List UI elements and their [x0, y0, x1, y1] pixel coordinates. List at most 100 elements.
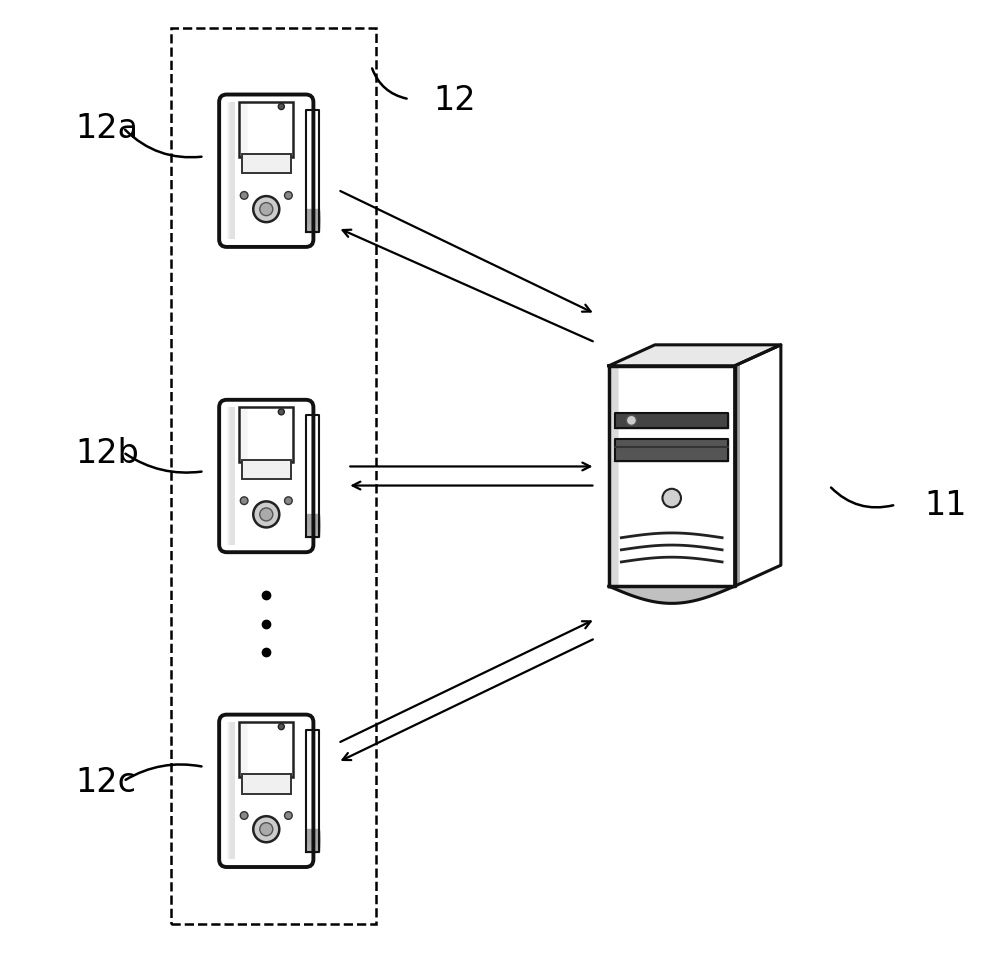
Bar [229, 722, 234, 860]
Polygon shape [243, 103, 246, 158]
Polygon shape [243, 408, 246, 463]
Polygon shape [611, 366, 615, 586]
Polygon shape [736, 365, 739, 586]
Bar [228, 103, 232, 240]
Polygon shape [243, 103, 246, 158]
Polygon shape [735, 365, 738, 586]
Polygon shape [737, 364, 739, 586]
Bar [171, 29, 376, 924]
Polygon shape [242, 722, 245, 778]
Bar [228, 103, 233, 240]
Bar [227, 408, 232, 545]
Circle shape [240, 497, 248, 505]
Bar [228, 722, 233, 860]
Bar [228, 103, 233, 240]
Bar [228, 408, 233, 545]
Circle shape [626, 416, 636, 426]
Polygon shape [613, 366, 617, 586]
Polygon shape [612, 366, 616, 586]
Polygon shape [611, 366, 615, 586]
Polygon shape [306, 516, 319, 528]
Circle shape [278, 410, 284, 416]
Polygon shape [306, 525, 319, 537]
Circle shape [662, 489, 681, 508]
Polygon shape [612, 366, 616, 586]
Polygon shape [610, 366, 614, 586]
Polygon shape [242, 103, 246, 158]
Bar [242, 155, 291, 174]
Polygon shape [306, 210, 319, 221]
Polygon shape [613, 366, 617, 586]
Polygon shape [242, 722, 245, 778]
Polygon shape [242, 103, 245, 158]
Polygon shape [306, 830, 319, 842]
Polygon shape [306, 832, 319, 844]
Bar [227, 408, 232, 545]
Polygon shape [737, 364, 739, 586]
Bar [228, 103, 233, 240]
Circle shape [240, 812, 248, 820]
Polygon shape [611, 366, 616, 586]
Polygon shape [306, 838, 319, 849]
Polygon shape [306, 834, 319, 845]
Bar [239, 408, 293, 463]
Bar [228, 722, 233, 860]
Polygon shape [240, 722, 243, 778]
Polygon shape [611, 366, 615, 586]
Polygon shape [612, 366, 616, 586]
Polygon shape [242, 103, 245, 158]
Polygon shape [241, 408, 245, 463]
Polygon shape [609, 366, 613, 586]
Bar [230, 408, 235, 545]
Polygon shape [306, 835, 319, 847]
Polygon shape [609, 366, 613, 586]
Polygon shape [306, 218, 319, 230]
Circle shape [278, 105, 284, 111]
Polygon shape [242, 408, 245, 463]
Polygon shape [736, 365, 738, 586]
Polygon shape [736, 365, 738, 586]
Polygon shape [243, 722, 246, 778]
Bar [230, 722, 235, 860]
Polygon shape [306, 214, 319, 226]
Bar [230, 408, 234, 545]
Polygon shape [306, 524, 319, 537]
Bar [228, 722, 233, 860]
Polygon shape [737, 364, 739, 585]
Polygon shape [306, 216, 319, 229]
Bar [229, 408, 234, 545]
Polygon shape [735, 365, 737, 586]
Bar [229, 408, 234, 545]
Bar [227, 408, 232, 545]
Polygon shape [241, 408, 244, 463]
Polygon shape [306, 523, 319, 535]
Circle shape [253, 197, 279, 223]
Polygon shape [241, 722, 244, 778]
Bar [239, 722, 293, 778]
Bar [229, 722, 234, 860]
Polygon shape [611, 366, 615, 586]
Bar [228, 408, 233, 545]
Polygon shape [736, 365, 738, 586]
Polygon shape [615, 439, 728, 461]
Bar [229, 722, 234, 860]
Polygon shape [240, 408, 244, 463]
Bar [228, 408, 232, 545]
Polygon shape [306, 219, 319, 232]
Text: 12a: 12a [75, 112, 138, 145]
Circle shape [278, 724, 284, 730]
Polygon shape [239, 722, 243, 778]
Polygon shape [610, 366, 614, 586]
Polygon shape [242, 408, 245, 463]
Polygon shape [609, 366, 613, 586]
Bar [229, 103, 234, 240]
Polygon shape [240, 722, 244, 778]
Text: 12: 12 [433, 84, 476, 116]
Polygon shape [613, 366, 617, 586]
Bar [227, 103, 232, 240]
Polygon shape [306, 517, 319, 530]
Circle shape [285, 497, 292, 505]
Bar [230, 722, 235, 860]
Polygon shape [611, 366, 615, 586]
Polygon shape [240, 408, 243, 463]
